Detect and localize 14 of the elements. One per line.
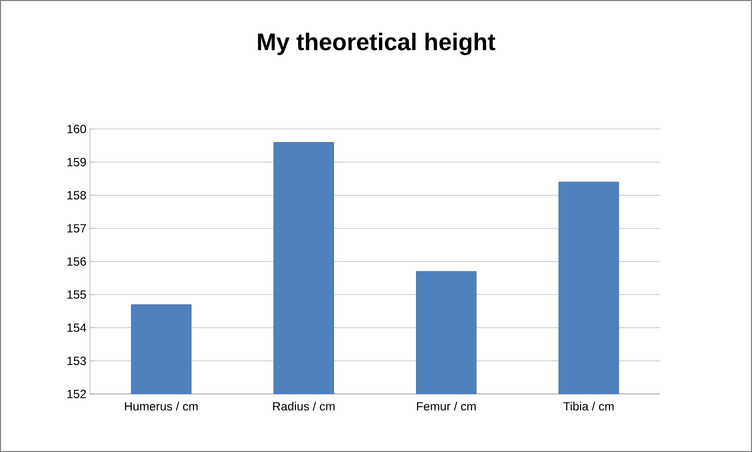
x-tick-label: Tibia / cm	[563, 402, 614, 411]
y-tick-label: 159	[67, 158, 86, 166]
y-tick-label: 157	[67, 224, 86, 233]
x-tick-label: Radius / cm	[273, 402, 335, 411]
y-tick-label: 156	[67, 257, 86, 266]
x-tick-label: Humerus / cm	[125, 402, 198, 411]
chart-title: My theoretical height	[258, 32, 496, 56]
y-tick-label: 158	[67, 191, 86, 200]
x-tick-label: Femur / cm	[417, 402, 476, 411]
y-tick-label: 154	[67, 324, 86, 332]
y-tick-label: 152	[67, 390, 86, 398]
y-tick-label: 160	[67, 124, 86, 134]
y-tick-label: 153	[67, 356, 86, 366]
y-tick-label: 155	[67, 290, 86, 299]
